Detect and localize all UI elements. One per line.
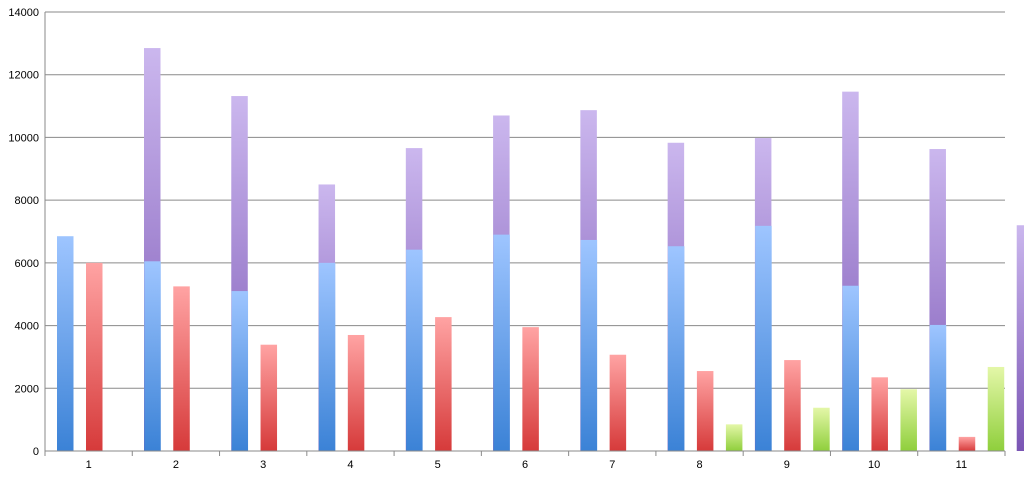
x-tick-label: 7: [609, 459, 615, 471]
bar-series-2-cat-6: [522, 327, 539, 451]
bar-series-2-cat-7: [609, 354, 627, 451]
y-tick-label: 6000: [15, 258, 39, 270]
bar-series-2-cat-2: [173, 286, 190, 451]
y-tick-label: 12000: [8, 70, 39, 82]
bar-series-1-cat-9: [755, 225, 772, 451]
bar-series-1-cat-4: [318, 262, 336, 451]
y-tick-label: 8000: [15, 195, 39, 207]
y-tick-label: 4000: [15, 321, 39, 333]
bars: [57, 48, 1024, 452]
bar-series-2-cat-8: [696, 371, 714, 451]
bar-series-1-cat-7: [580, 239, 598, 451]
x-tick-label: 3: [260, 459, 266, 471]
x-tick-label: 6: [522, 459, 528, 471]
bar-series-1-cat-10: [842, 285, 859, 451]
tick-labels: 0 2000 4000 6000 8000 10000 12000 14000 1 2 3 4 5 6 7 8…: [8, 7, 967, 471]
bar-series-3-cat-10: [900, 389, 917, 451]
bar-series-2-cat-11: [958, 436, 976, 451]
x-tick-label: 8: [696, 459, 702, 471]
bar-series-2-cat-9: [784, 360, 801, 451]
bar-series-2-cat-1: [86, 262, 103, 451]
bar-series-1-cat-3: [231, 291, 249, 451]
y-tick-label: 0: [33, 446, 39, 458]
x-tick-label: 4: [347, 459, 353, 471]
x-tick-label: 5: [435, 459, 441, 471]
bar-series-3-cat-9: [813, 407, 830, 451]
axes: [44, 12, 1006, 456]
bar-series-1-cat-8: [667, 246, 685, 451]
bar-series-3-cat-8: [725, 424, 743, 451]
x-tick-label: 2: [173, 459, 179, 471]
x-tick-label: 9: [784, 459, 790, 471]
bar-series-2-cat-4: [347, 334, 365, 451]
bar-series-2-cat-5: [435, 317, 452, 451]
y-tick-label: 14000: [8, 7, 39, 19]
gridlines: [45, 11, 1005, 389]
y-tick-label: 2000: [15, 383, 39, 395]
bar-series-2-cat-10: [871, 377, 888, 451]
bar-series-1-cat-5: [406, 249, 423, 451]
bar-series-1-cat-2: [144, 261, 161, 451]
bar-series-1-cat-6: [493, 234, 510, 451]
bar-series-2-cat-3: [260, 344, 278, 451]
x-tick-label: 1: [86, 459, 92, 471]
bar-series-1-cat-1: [57, 236, 74, 451]
x-tick-label: 11: [956, 459, 967, 471]
bar-series-3-cat-11: [987, 366, 1005, 451]
bar-series-1-cat-11: [929, 324, 947, 451]
x-tick-label: 10: [868, 459, 880, 471]
y-tick-label: 10000: [8, 132, 39, 144]
bar-series-4-cat-11: [1016, 225, 1024, 451]
